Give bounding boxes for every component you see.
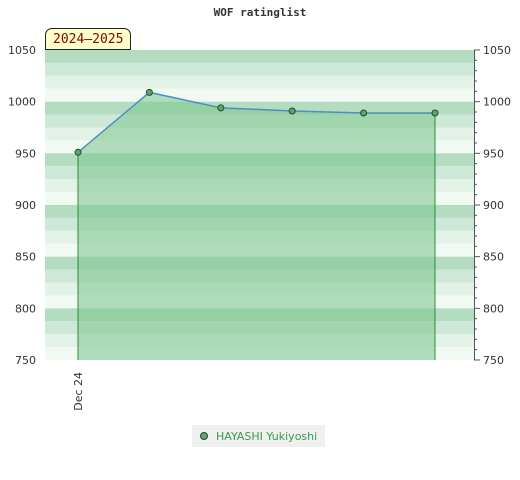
legend[interactable]: HAYASHI Yukiyoshi — [192, 425, 326, 447]
y-tick-label-right: 1000 — [483, 96, 511, 109]
chart-title: WOF ratinglist — [213, 6, 307, 19]
data-point — [288, 107, 296, 115]
background-band — [45, 62, 474, 76]
background-band — [45, 88, 474, 102]
y-tick-label-left: 800 — [15, 302, 36, 315]
data-point — [431, 109, 439, 117]
y-tick-label-right: 1050 — [483, 44, 511, 57]
right-y-axis: 750 800 850 900 950 1000 1050 — [474, 44, 511, 367]
data-point — [217, 104, 225, 112]
background-band — [45, 75, 474, 89]
y-tick-label-right: 900 — [483, 199, 504, 212]
data-point — [360, 109, 368, 117]
line-layer — [77, 91, 435, 153]
legend-marker — [200, 432, 208, 440]
rating-line — [77, 91, 435, 153]
y-tick-label-left: 850 — [15, 251, 36, 264]
y-tick-label-right: 850 — [483, 251, 504, 264]
season-badge: 2024–2025 — [45, 28, 132, 50]
y-tick-label-right: 800 — [483, 302, 504, 315]
points-layer — [74, 88, 439, 156]
rating-area — [78, 92, 435, 360]
x-axis: Dec 24 — [72, 372, 85, 411]
data-point — [145, 88, 153, 96]
data-point — [74, 148, 82, 156]
y-tick-label-right: 950 — [483, 147, 504, 160]
y-tick-label-left: 1000 — [8, 96, 36, 109]
legend-label: HAYASHI Yukiyoshi — [216, 429, 318, 443]
x-tick-label: Dec 24 — [72, 372, 85, 411]
left-y-axis: 750 800 850 900 950 1000 1050 — [8, 44, 36, 367]
area-layer — [77, 92, 436, 360]
background-band — [45, 50, 474, 63]
y-tick-label-left: 900 — [15, 199, 36, 212]
y-tick-label-left: 950 — [15, 147, 36, 160]
y-tick-label-left: 1050 — [8, 44, 36, 57]
y-tick-label-right: 750 — [483, 354, 504, 367]
y-tick-label-left: 750 — [15, 354, 36, 367]
